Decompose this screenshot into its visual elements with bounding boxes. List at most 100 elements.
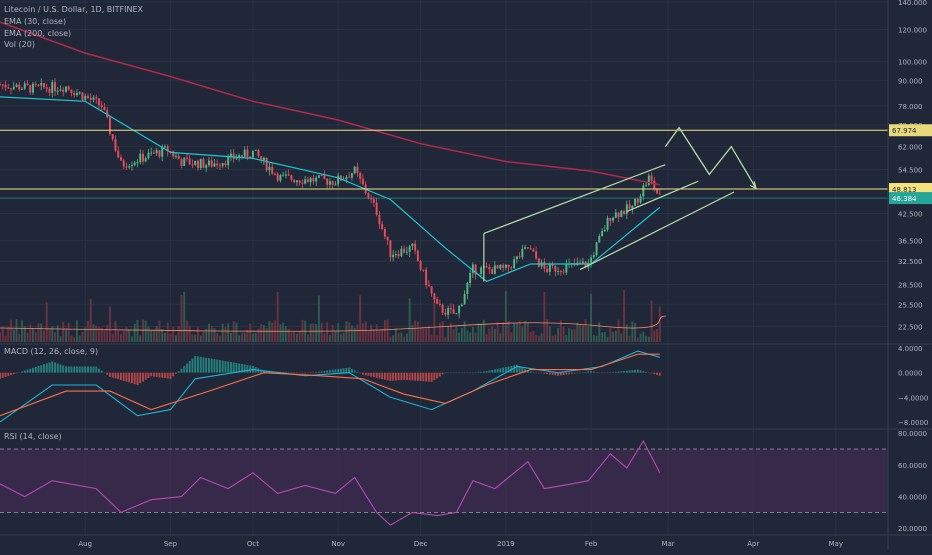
- candle-body: [172, 151, 175, 157]
- volume-bar: [246, 329, 249, 342]
- volume-bar: [342, 332, 345, 342]
- ema30-legend: EMA (30, close): [4, 17, 66, 26]
- macd-histogram-bar: [152, 372, 155, 377]
- macd-histogram-bar: [576, 372, 579, 374]
- macd-histogram-bar: [262, 370, 265, 373]
- candle-body: [65, 86, 67, 92]
- time-axis-label: Apr: [747, 540, 759, 548]
- macd-histogram-bar: [430, 372, 433, 382]
- candle-body: [304, 179, 307, 184]
- time-axis-label: Feb: [585, 540, 598, 548]
- candle-body: [463, 294, 466, 305]
- volume-bar: [474, 332, 477, 342]
- candle-body: [337, 175, 340, 185]
- rsi-axis-label: 20.0000: [898, 525, 927, 533]
- candle-body: [326, 178, 329, 185]
- volume-ma-line: [0, 315, 667, 332]
- macd-histogram-bar: [284, 372, 287, 373]
- candle-body: [177, 155, 180, 160]
- candle-body: [246, 149, 249, 157]
- macd-axis-label: −8.0000: [898, 419, 928, 427]
- grid: [0, 0, 888, 536]
- volume-bar: [592, 335, 595, 342]
- volume-bar: [26, 332, 29, 342]
- candle-body: [87, 95, 89, 99]
- macd-histogram-bar: [331, 369, 334, 373]
- volume-bar: [359, 295, 362, 342]
- ema200-line: [0, 21, 660, 186]
- macd-histogram-bar: [452, 372, 455, 374]
- candle-body: [111, 134, 114, 140]
- volume-bar: [447, 326, 450, 342]
- macd-histogram-bar: [383, 372, 386, 380]
- volume-bar: [89, 298, 92, 342]
- volume-bar: [328, 335, 331, 342]
- candle-body: [557, 271, 560, 273]
- drawings: [483, 126, 758, 282]
- volume-bar: [337, 323, 340, 342]
- candle-body: [122, 160, 125, 167]
- candle-body: [436, 299, 439, 304]
- ema200-legend: EMA (200, close): [4, 29, 71, 38]
- macd-histogram-bar: [202, 357, 205, 373]
- volume-bar: [100, 327, 103, 342]
- candle-body: [169, 151, 172, 153]
- volume-bar: [122, 331, 125, 342]
- macd-histogram-bar: [309, 372, 312, 374]
- macd-histogram-bar: [361, 372, 364, 375]
- candle-body: [389, 240, 392, 258]
- volume-bar: [213, 328, 216, 342]
- candle-body: [323, 175, 326, 179]
- volume-bar: [515, 323, 518, 342]
- macd-histogram-bar: [76, 366, 78, 373]
- volume-bar: [298, 331, 301, 342]
- candle-body: [76, 92, 78, 96]
- volume-bar: [224, 327, 227, 342]
- candle-body: [507, 264, 510, 268]
- candle-body: [180, 159, 183, 166]
- volume-bar: [559, 320, 562, 342]
- candle-body: [147, 152, 150, 159]
- volume-bar: [504, 290, 507, 342]
- last-price-tag: 46.384: [892, 195, 917, 203]
- macd-histogram-bar: [227, 361, 230, 373]
- volume-bar: [656, 329, 659, 342]
- candle-body: [328, 181, 331, 185]
- candle-body: [361, 178, 364, 185]
- macd-histogram-bar: [394, 372, 397, 381]
- volume-bar: [623, 290, 626, 342]
- macd-histogram-bar: [460, 372, 463, 374]
- macd-histogram-bar: [210, 358, 213, 373]
- macd-histogram-bar: [411, 372, 414, 381]
- volume-bar: [10, 319, 12, 342]
- channel-lower-line: [579, 191, 735, 271]
- inner-channel-line: [626, 180, 699, 213]
- volume-bar: [284, 326, 287, 342]
- price-axis-label: 90.000: [898, 77, 923, 85]
- macd-histogram-bar: [287, 372, 290, 373]
- candle-body: [543, 262, 546, 269]
- volume-bar: [276, 292, 279, 342]
- volume-bar: [579, 324, 582, 342]
- macd-histogram-bar: [601, 372, 604, 374]
- macd-histogram-bar: [7, 372, 10, 377]
- macd-histogram-bar: [617, 371, 620, 373]
- macd-histogram-bar: [353, 370, 356, 373]
- candles: [0, 77, 661, 320]
- volume-bar: [449, 323, 452, 342]
- volume-bar: [262, 325, 265, 342]
- macd-histogram-bar: [131, 372, 133, 384]
- macd-histogram-bar: [342, 368, 345, 373]
- candle-body: [623, 210, 626, 214]
- volume-bar: [78, 335, 81, 342]
- candle-body: [262, 157, 265, 161]
- volume-bar: [205, 328, 208, 342]
- signal-line: [0, 353, 660, 417]
- macd-histogram-bar: [180, 368, 183, 373]
- volume-bar: [397, 332, 400, 342]
- candle-body: [425, 269, 428, 286]
- candle-body: [10, 88, 12, 90]
- macd-histogram-bar: [565, 372, 568, 375]
